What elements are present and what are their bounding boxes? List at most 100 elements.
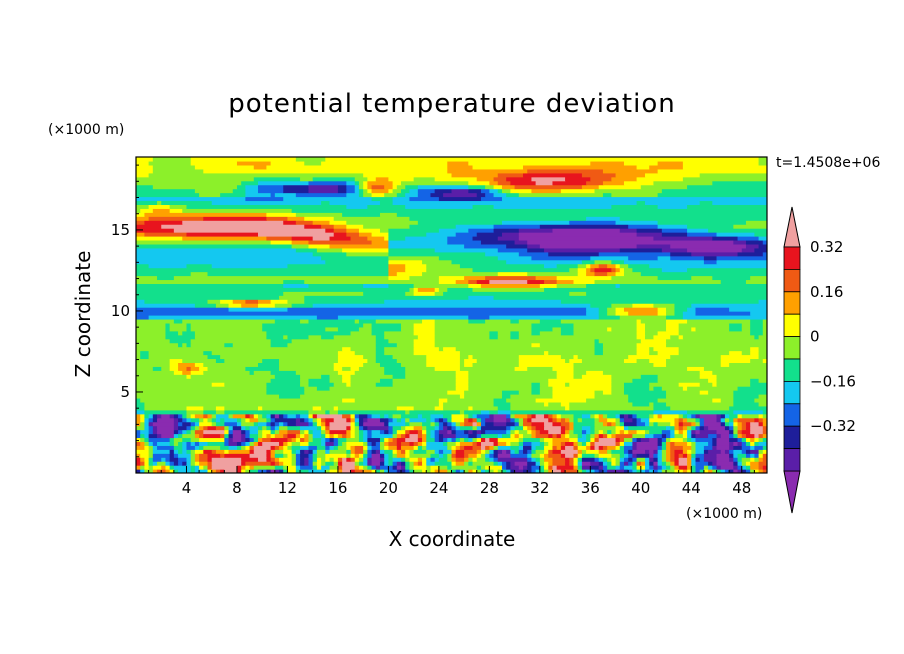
field-cell [636,322,646,328]
field-cell [586,271,596,277]
field-cell [308,243,331,249]
field-cell [333,457,339,462]
field-cell [716,461,734,466]
field-cell [270,417,276,423]
field-cell [573,279,596,284]
field-cell [367,417,381,423]
field-cell [392,417,398,423]
field-cell [716,378,751,383]
field-cell [136,157,154,162]
field-cell [325,453,347,458]
field-cell [733,394,760,399]
field-cell [148,465,154,470]
field-cell [211,382,225,387]
x-tick-label: 12 [278,479,297,497]
field-cell [750,330,764,336]
field-cell [308,409,326,415]
field-cell [312,176,356,182]
field-cell [733,449,743,454]
field-cell [136,469,141,473]
field-cell [405,417,411,423]
field-cell [506,413,511,419]
field-cell [249,429,259,435]
field-cell [136,164,154,170]
field-cell [136,232,146,237]
field-cell [468,184,486,190]
field-cell [329,457,335,462]
field-cell [169,437,175,442]
field-cell [308,457,314,462]
field-cell [666,362,722,367]
field-cell [472,445,482,450]
field-cell [602,390,612,395]
field-cell [249,433,259,439]
field-cell [531,445,537,450]
field-cell [367,457,373,462]
field-cell [220,354,339,360]
field-cell [623,390,667,395]
field-cell [455,346,596,352]
field-cell [136,362,171,367]
field-cell [136,303,196,308]
field-cell [354,433,360,439]
field-cell [220,192,246,198]
field-cell [392,188,402,194]
field-cell [438,279,457,284]
field-cell [678,350,730,356]
field-cell [379,429,385,435]
field-cell [173,453,179,458]
field-cell [489,409,499,415]
field-cell [527,239,734,245]
field-cell [203,168,448,174]
field-cell [556,283,587,288]
field-cell [136,267,389,273]
field-cell [379,413,385,419]
field-cell [594,469,600,473]
field-cell [312,421,318,427]
field-cell [523,417,528,423]
field-cell [594,279,722,284]
colorbar-band [783,380,801,405]
field-cell [190,441,196,446]
field-cell [325,433,331,439]
field-cell [447,287,474,292]
field-cell [337,441,343,446]
field-cell [678,465,688,470]
field-cell [594,188,663,194]
field-cell [674,425,680,431]
field-cell [342,433,347,439]
field-cell [186,232,259,237]
field-cell [657,437,663,442]
field-cell [472,267,570,273]
field-cell [443,346,457,352]
field-cell [607,457,612,462]
field-cell [367,449,373,454]
field-cell [182,441,188,446]
field-cell [649,421,655,427]
field-cell [249,465,255,470]
field-cell [443,401,495,407]
field-cell [270,453,276,458]
field-cell [186,417,192,423]
field-cell [430,433,436,439]
field-cell [274,318,301,324]
field-cell [140,350,150,356]
field-cell [497,330,511,336]
field-cell [670,429,676,435]
field-cell [354,453,360,458]
field-cell [712,397,722,403]
field-cell [691,453,697,458]
field-cell [501,232,520,237]
field-cell [619,228,638,233]
field-cell [228,433,234,439]
field-cell [691,433,697,439]
field-cell [653,236,713,241]
field-cell [628,311,659,316]
field-cell [291,453,297,458]
field-cell [392,354,427,360]
field-cell [594,342,604,348]
field-cell [136,255,322,261]
field-cell [363,362,381,367]
field-cell [577,441,583,446]
field-cell [623,267,633,273]
